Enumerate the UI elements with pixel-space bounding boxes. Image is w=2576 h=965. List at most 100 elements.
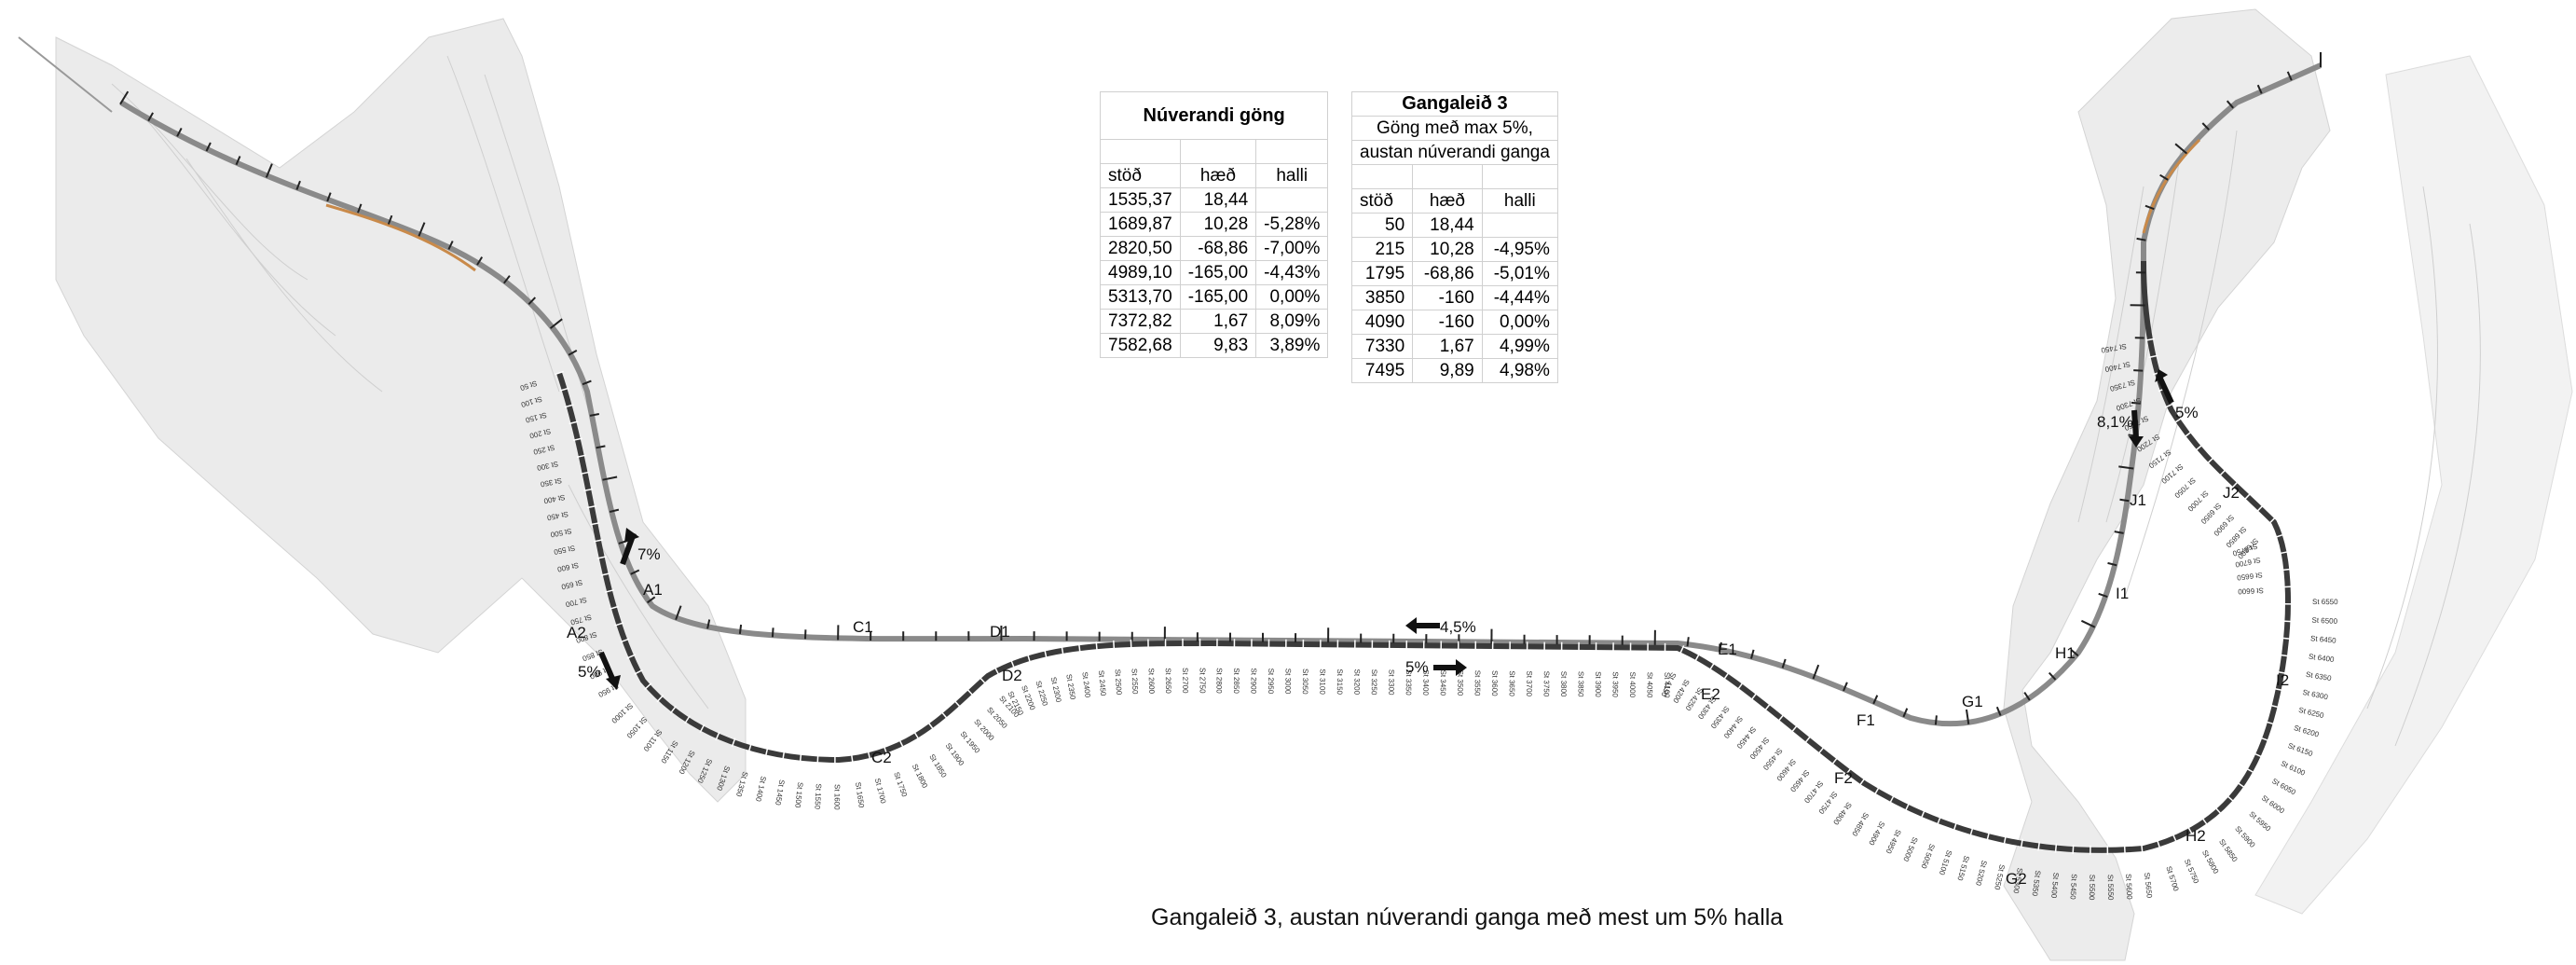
- station-label: St 6250: [2297, 706, 2324, 720]
- station-tick: [1061, 645, 1064, 655]
- existing-tick: [1966, 709, 1970, 724]
- station-label: St 3600: [1490, 670, 1499, 696]
- existing-tick: [738, 624, 743, 635]
- station-label: St 1750: [892, 771, 909, 799]
- table-cell: 3850: [1350, 285, 1414, 310]
- station-tick: [2265, 721, 2275, 725]
- station-label: St 1950: [958, 730, 981, 755]
- station-label: St 5150: [1955, 855, 1971, 883]
- station-label: St 6950: [2199, 502, 2223, 527]
- station-label: St 2850: [1232, 668, 1240, 694]
- station-tick: [564, 404, 574, 408]
- table-row: 2820,50 -68,86 -7,00%: [1100, 236, 1329, 261]
- station-label: St 4550: [1761, 747, 1785, 772]
- label-I2: I2: [2276, 671, 2289, 689]
- existing-tick: [2107, 561, 2117, 567]
- table-cell: -165,00: [1179, 260, 1257, 285]
- station-tick: [2184, 431, 2193, 438]
- station-label: St 3350: [1404, 669, 1413, 696]
- station-label: St 6400: [2308, 653, 2335, 665]
- station-tick: [2186, 826, 2194, 835]
- station-label: St 4600: [1774, 757, 1798, 783]
- table-existing-tunnel: Núverandi göng stöð hæð halli 1535,37 18…: [1099, 91, 1329, 358]
- table-cell: -4,44%: [1481, 285, 1558, 310]
- table-cell: -160: [1412, 310, 1483, 335]
- existing-tick: [2256, 84, 2263, 94]
- station-tick: [2003, 835, 2007, 846]
- station-tick: [2172, 834, 2178, 843]
- existing-tick: [2070, 649, 2079, 657]
- table-row: 215 10,28 -4,95%: [1350, 237, 1558, 262]
- table-cell: 8,09%: [1255, 309, 1329, 334]
- table-cell: 0,00%: [1481, 310, 1558, 335]
- existing-tick: [2119, 498, 2130, 503]
- existing-tick: [1872, 695, 1879, 705]
- station-label: St 5700: [2164, 865, 2180, 893]
- table-cell: -68,86: [1412, 261, 1483, 286]
- label-J1: J1: [2130, 491, 2146, 509]
- existing-tick: [771, 627, 774, 638]
- existing-tick: [476, 256, 484, 266]
- table-cell: -68,86: [1179, 236, 1257, 261]
- table-route3-spacer: [1350, 164, 1414, 189]
- station-label: St 3100: [1318, 669, 1326, 695]
- existing-tick: [1902, 708, 1909, 718]
- station-label: St 3850: [1577, 671, 1585, 697]
- station-tick: [816, 754, 819, 765]
- station-label: St 5200: [1974, 860, 1989, 887]
- point-labels: A1 A2 C1 C2 D1 D2 E1 E2 F1 F2 G1 G2 H1 H…: [567, 484, 2289, 888]
- station-label: St 3700: [1525, 670, 1533, 696]
- arrowhead-west-existing: [624, 528, 639, 543]
- table-row: 7582,68 9,83 3,89%: [1100, 333, 1329, 358]
- station-tick: [2164, 403, 2174, 408]
- label-I1: I1: [2116, 585, 2129, 602]
- station-label: St 5600: [2124, 874, 2133, 901]
- station-label: St 4650: [1788, 768, 1812, 794]
- station-label: St 5350: [2031, 870, 2043, 897]
- station-label: St 3900: [1594, 671, 1602, 697]
- station-tick: [1077, 643, 1081, 654]
- station-tick: [966, 688, 974, 696]
- station-label: St 2300: [1049, 676, 1063, 703]
- station-tick: [2279, 550, 2289, 555]
- station-label: St 4850: [1850, 811, 1870, 838]
- station-tick: [684, 715, 691, 724]
- station-tick: [583, 488, 594, 492]
- existing-tick: [2133, 369, 2144, 372]
- station-label: St 4900: [1867, 820, 1886, 847]
- station-label: St 3450: [1439, 669, 1447, 696]
- existing-tick: [1995, 706, 2002, 716]
- station-tick: [586, 504, 596, 509]
- station-tick: [634, 669, 643, 675]
- table-route3-spacer: [1412, 164, 1483, 189]
- table-route3-header: halli: [1481, 188, 1558, 214]
- existing-tick: [2174, 143, 2188, 155]
- station-label: St 5400: [2049, 872, 2061, 899]
- station-tick: [2260, 737, 2269, 742]
- label-H1: H1: [2055, 644, 2076, 662]
- table-row: 7330 1,67 4,99%: [1350, 334, 1558, 359]
- grade-markers: 7% 5% 4,5% 5% 8,1% 5%: [578, 369, 2199, 690]
- table-cell: 4090: [1350, 310, 1414, 335]
- existing-tick: [418, 222, 426, 237]
- station-label: St 5000: [1901, 835, 1919, 862]
- existing-tick: [568, 350, 578, 356]
- table-route3-spacer: [1481, 164, 1558, 189]
- figure-caption: Gangaleið 3, austan núverandi ganga með …: [1151, 904, 1784, 931]
- existing-tick: [1843, 682, 1848, 692]
- table-route3-header: hæð: [1412, 188, 1483, 214]
- existing-tick: [609, 508, 620, 513]
- table-cell: 0,00%: [1255, 284, 1329, 310]
- table-cell: 7495: [1350, 358, 1414, 383]
- station-tick: [2274, 533, 2284, 539]
- label-C2: C2: [871, 749, 892, 766]
- existing-tick: [630, 569, 640, 575]
- contours-west: [111, 55, 709, 710]
- table-cell: 18,44: [1179, 187, 1257, 213]
- table-row: 4090 -160 0,00%: [1350, 310, 1558, 335]
- station-label: St 7000: [2185, 489, 2210, 513]
- station-label: St 6100: [2280, 759, 2307, 778]
- table-cell: 2820,50: [1100, 236, 1181, 261]
- station-label: St 450: [546, 510, 569, 522]
- label-E2: E2: [1701, 685, 1720, 703]
